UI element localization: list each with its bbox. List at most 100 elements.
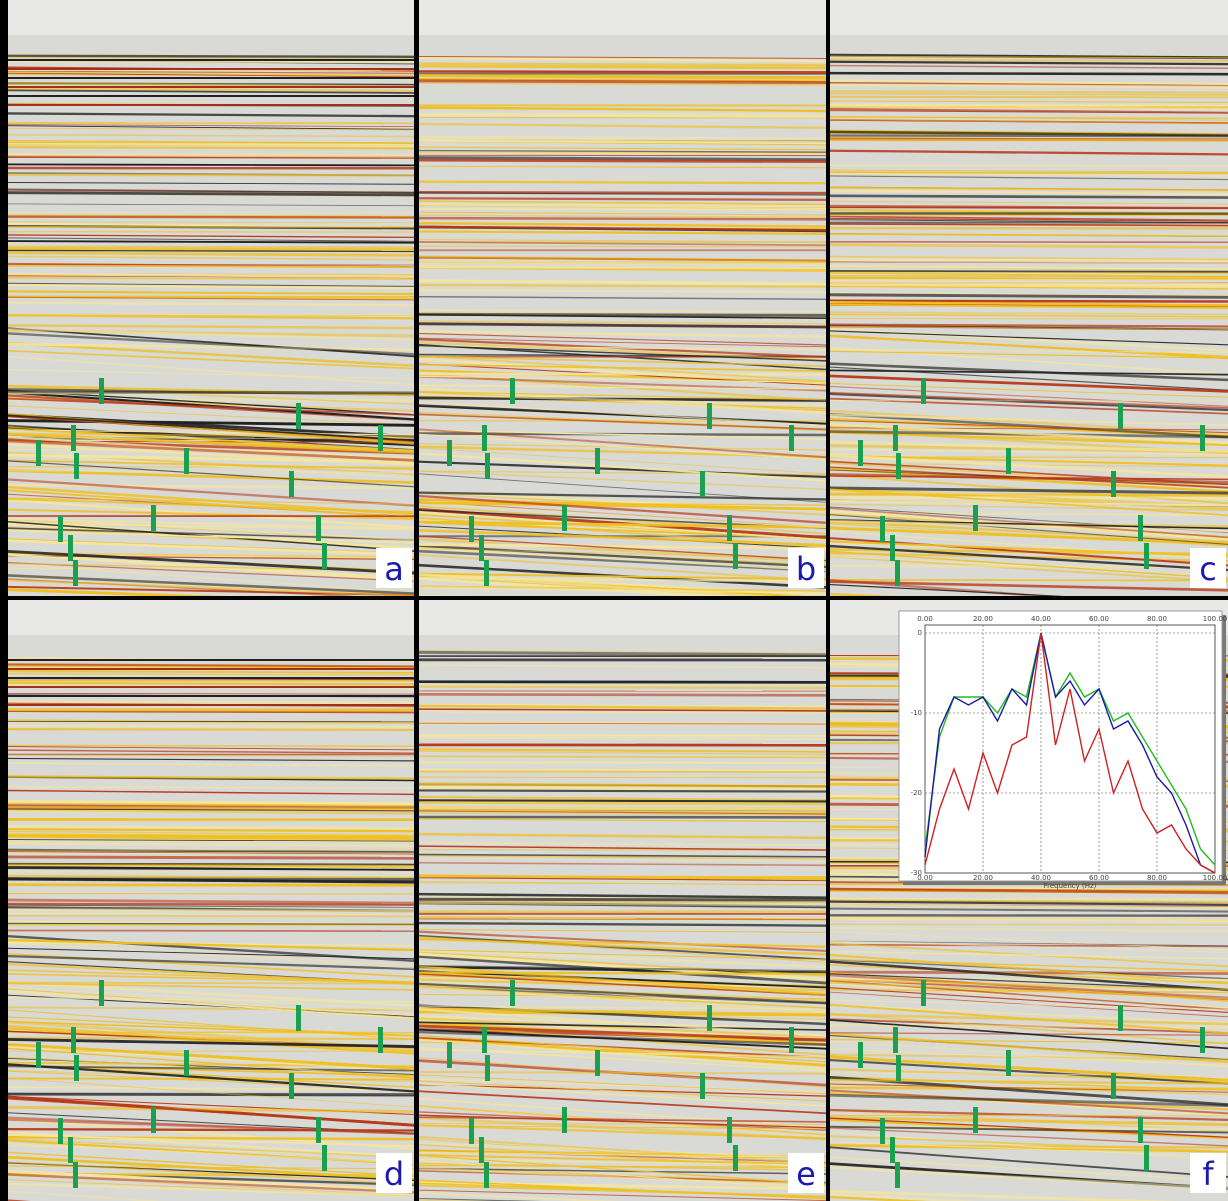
reflector bbox=[419, 832, 826, 840]
reflector bbox=[8, 237, 414, 242]
marker bbox=[1200, 425, 1205, 451]
reflector bbox=[419, 748, 826, 753]
reflector bbox=[830, 194, 1228, 199]
reflector bbox=[8, 124, 414, 128]
reflector bbox=[8, 234, 414, 239]
reflector bbox=[8, 1006, 414, 1012]
reflector bbox=[830, 374, 1228, 393]
reflector bbox=[419, 313, 826, 319]
reflector bbox=[830, 1131, 1228, 1162]
marker bbox=[322, 543, 327, 569]
reflector bbox=[419, 447, 826, 475]
reflector bbox=[830, 1156, 1228, 1183]
reflector bbox=[830, 149, 1228, 156]
reflector bbox=[8, 282, 414, 288]
marker bbox=[316, 515, 321, 541]
reflector bbox=[830, 899, 1228, 903]
marker bbox=[316, 1117, 321, 1143]
reflector bbox=[419, 929, 826, 933]
marker bbox=[896, 1055, 901, 1081]
x-tick-label: 20.00 bbox=[973, 615, 993, 623]
marker bbox=[151, 1107, 156, 1133]
y-tick-label: -20 bbox=[911, 789, 922, 797]
marker bbox=[896, 453, 901, 479]
label-box bbox=[376, 548, 412, 588]
marker bbox=[469, 516, 474, 542]
marker bbox=[184, 1050, 189, 1076]
x-tick-label: 20.00 bbox=[973, 874, 993, 882]
reflector bbox=[8, 855, 414, 860]
reflector bbox=[419, 70, 826, 73]
reflector bbox=[830, 172, 1228, 177]
reflector bbox=[830, 330, 1228, 346]
reflector bbox=[830, 413, 1228, 427]
reflector bbox=[419, 295, 826, 300]
x-tick-label: 60.00 bbox=[1089, 615, 1109, 623]
reflector bbox=[830, 519, 1228, 530]
reflector bbox=[419, 708, 826, 712]
marker bbox=[733, 1145, 738, 1171]
reflector bbox=[8, 283, 414, 290]
reflector bbox=[8, 549, 414, 575]
reflector bbox=[8, 1086, 414, 1091]
reflector bbox=[8, 1097, 414, 1126]
y-tick-label: -30 bbox=[911, 869, 922, 877]
reflector bbox=[419, 855, 826, 860]
marker bbox=[727, 515, 732, 541]
reflector bbox=[419, 260, 826, 266]
reflector bbox=[8, 1142, 414, 1164]
reflector bbox=[830, 100, 1228, 103]
reflector bbox=[8, 902, 414, 906]
series-line bbox=[924, 632, 1216, 866]
reflector bbox=[8, 539, 414, 556]
marker bbox=[184, 448, 189, 474]
reflector bbox=[419, 703, 826, 708]
reflector bbox=[8, 240, 414, 244]
reflector bbox=[419, 401, 826, 427]
reflector bbox=[830, 283, 1228, 289]
reflector bbox=[830, 118, 1228, 125]
reflector bbox=[8, 986, 414, 1011]
panel-label: f bbox=[1202, 1155, 1214, 1193]
reflector bbox=[419, 122, 826, 130]
marker bbox=[58, 516, 63, 542]
reflector bbox=[419, 329, 826, 339]
reflector bbox=[8, 522, 414, 531]
reflector bbox=[830, 503, 1228, 511]
reflector bbox=[830, 348, 1228, 354]
reflector bbox=[419, 255, 826, 262]
reflector bbox=[8, 838, 414, 843]
reflector bbox=[8, 922, 414, 925]
reflector bbox=[419, 1151, 826, 1159]
marker bbox=[727, 1117, 732, 1143]
reflector bbox=[8, 203, 414, 207]
panel-label: d bbox=[384, 1155, 404, 1193]
reflector bbox=[830, 970, 1228, 975]
reflector bbox=[830, 940, 1228, 953]
reflector bbox=[8, 290, 414, 295]
reflector bbox=[8, 1092, 414, 1097]
reflector bbox=[419, 279, 826, 286]
reflector bbox=[8, 744, 414, 747]
reflector bbox=[419, 877, 826, 882]
reflector bbox=[419, 1080, 826, 1102]
marker bbox=[1118, 1005, 1123, 1031]
reflector bbox=[419, 211, 826, 216]
reflector bbox=[830, 301, 1228, 307]
marker bbox=[1006, 448, 1011, 474]
marker bbox=[562, 505, 567, 531]
reflector bbox=[419, 180, 826, 185]
reflector bbox=[830, 1108, 1228, 1121]
reflector bbox=[419, 1021, 826, 1031]
reflector bbox=[8, 1020, 414, 1037]
reflector bbox=[8, 912, 414, 915]
reflector bbox=[830, 265, 1228, 270]
reflector bbox=[830, 1089, 1228, 1115]
reflector bbox=[419, 547, 826, 572]
reflector bbox=[830, 544, 1228, 572]
marker bbox=[74, 453, 79, 479]
marker bbox=[322, 1145, 327, 1171]
reflector bbox=[419, 200, 826, 206]
reflector bbox=[830, 907, 1228, 913]
